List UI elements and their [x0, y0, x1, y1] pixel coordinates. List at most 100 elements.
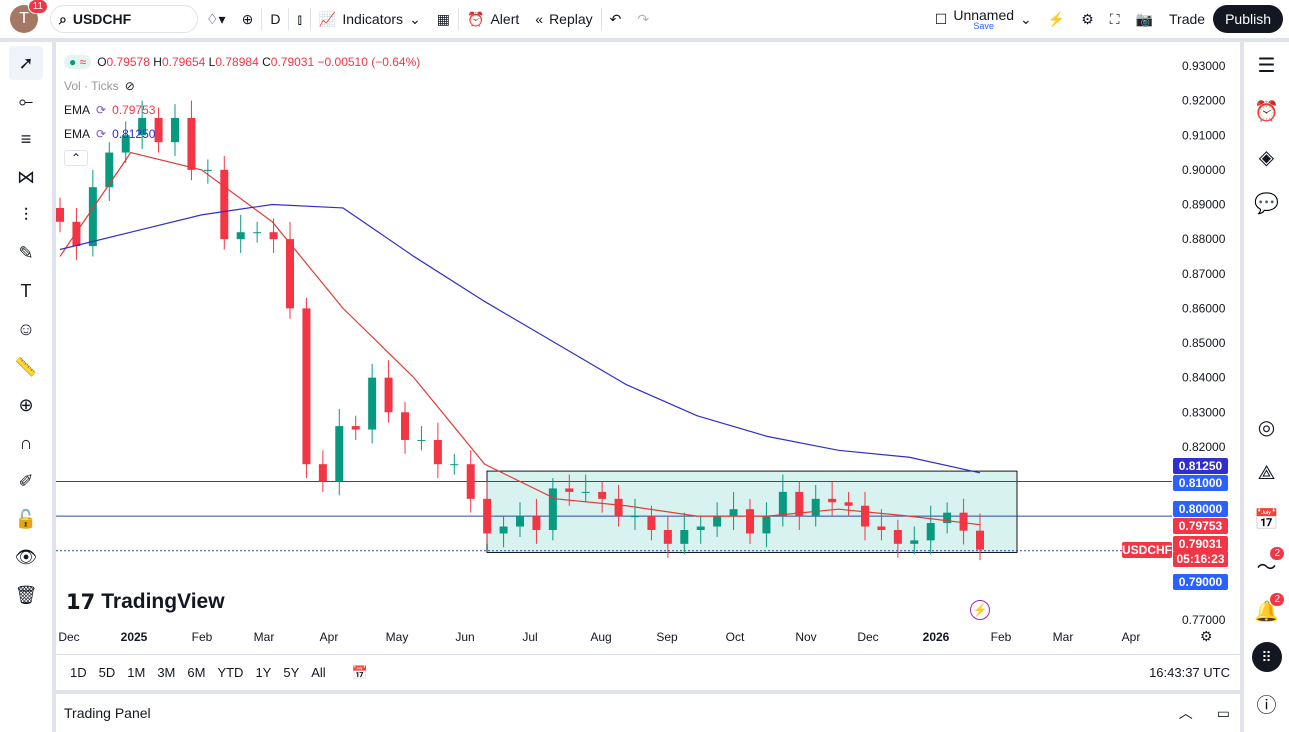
time-tick: Apr [1122, 630, 1141, 644]
calendar-range-icon[interactable]: 📅 [351, 664, 368, 680]
target-icon[interactable]: ◎ [1257, 416, 1276, 439]
fullscreen-button[interactable]: ⛶ [1102, 0, 1128, 38]
magnet-tool[interactable]: ∩ [19, 432, 33, 453]
lock-drawing-tool[interactable]: ✐ [18, 470, 34, 491]
chart-type-button[interactable]: ⫾ [289, 0, 309, 38]
fib-tool[interactable]: ≡ [20, 128, 32, 149]
range-1y[interactable]: 1Y [255, 665, 272, 680]
lock-icon[interactable]: 🔓 [14, 508, 38, 529]
undo-button[interactable]: ↶ [602, 0, 630, 38]
symbol-search[interactable]: ⌕ USDCHF [50, 5, 198, 33]
notifications-bell-icon[interactable]: 🔔 2 [1244, 588, 1289, 634]
add-symbol-button[interactable]: ⊕ [234, 0, 262, 38]
pattern-icon[interactable]: ⟁ [1257, 461, 1276, 484]
range-1m[interactable]: 1M [127, 665, 146, 680]
lightning-event-icon[interactable]: ⚡ [970, 600, 990, 620]
clock[interactable]: 16:43:37 UTC [1149, 665, 1230, 680]
chevron-up-icon[interactable]: ︿ [1178, 705, 1193, 721]
hidden-eye-icon[interactable]: ⊘ [124, 79, 135, 93]
publish-button[interactable]: Publish [1213, 5, 1283, 33]
range-6m[interactable]: 6M [187, 665, 206, 680]
indicators-button[interactable]: 📈 Indicators ⌄ [318, 10, 421, 28]
time-tick: Feb [192, 630, 213, 644]
ema-slow-value: 0.81250 [112, 127, 156, 141]
axis-settings-icon[interactable]: ⚙ [1200, 628, 1213, 644]
emoji-tool[interactable]: ☺ [16, 318, 36, 339]
time-tick: Apr [320, 630, 339, 644]
trading-panel[interactable]: Trading Panel ︿ ▭ [56, 694, 1240, 732]
avatar[interactable]: T 11 [10, 0, 48, 33]
tradingview-logo: 𝟭𝟳 TradingView [66, 590, 225, 614]
layers-icon[interactable]: ◈ [1258, 146, 1275, 169]
eye-icon[interactable]: 👁 [14, 546, 38, 567]
quick-search-button[interactable]: ⚡ [1040, 0, 1073, 38]
candle [778, 491, 787, 517]
diamond-icon: ♢▾ [206, 10, 226, 27]
price-tick: 0.89000 [1182, 198, 1226, 212]
ema-slow-label[interactable]: EMA [64, 127, 91, 141]
price-chart[interactable]: 0.93000 0.92000 0.91000 0.90000 0.89000 0.880… [56, 42, 1240, 654]
alarm-clock-icon[interactable]: ⏰ [1254, 100, 1279, 123]
cursor-tool[interactable]: ➚ [9, 46, 43, 80]
time-tick: Oct [726, 630, 745, 644]
forecast-tool[interactable]: ⫶ [23, 204, 29, 225]
brush-tool[interactable]: ✎ [18, 242, 34, 263]
replay-button[interactable]: «Replay [535, 11, 593, 27]
range-all[interactable]: All [311, 665, 326, 680]
apps-grid-icon[interactable]: ⠿ [1244, 634, 1289, 680]
zoom-in-tool[interactable]: ⊕ [18, 394, 34, 415]
candle [203, 169, 212, 171]
ruler-tool[interactable]: 📏 [14, 356, 38, 377]
ema-fast-label[interactable]: EMA [64, 103, 91, 117]
templates-button[interactable]: ▦ [429, 0, 458, 38]
trash-icon[interactable]: 🗑 [14, 584, 38, 605]
maximize-icon[interactable]: ▭ [1216, 704, 1230, 721]
trend-line-tool[interactable]: ⟜ [18, 90, 34, 111]
price-tick: 0.83000 [1182, 405, 1226, 419]
time-tick: Jun [455, 630, 474, 644]
candle [663, 529, 672, 544]
chevron-down-icon: ⌄ [1020, 10, 1032, 27]
candle [351, 426, 360, 430]
interval-button[interactable]: D [270, 11, 281, 27]
trade-button[interactable]: Trade [1169, 11, 1206, 27]
ema-slow-line [59, 203, 981, 474]
candle [269, 232, 278, 240]
help-icon[interactable]: ⓘ [1256, 694, 1277, 717]
collapse-legend-button[interactable]: ⌃ [64, 150, 89, 166]
settings-button[interactable]: ⚙ [1073, 0, 1102, 38]
price-tag: 0.79753 [1173, 518, 1228, 534]
compare-button[interactable]: ♢▾ [198, 0, 234, 38]
candle [893, 529, 902, 544]
ideas-stream-icon[interactable]: 〜 2 [1244, 542, 1289, 588]
pattern-tool[interactable]: ⋈ [17, 166, 35, 187]
candle [401, 412, 409, 440]
range-3m[interactable]: 3M [157, 665, 176, 680]
chat-icon[interactable]: 💬 [1254, 192, 1279, 215]
candle [959, 512, 968, 531]
price-tick: 0.84000 [1182, 371, 1226, 385]
range-1d[interactable]: 1D [70, 665, 87, 680]
candle [532, 516, 541, 530]
candle [171, 117, 179, 143]
text-tool[interactable]: T [20, 280, 32, 301]
range-5d[interactable]: 5D [98, 665, 116, 680]
gear-icon: ⚙ [1081, 10, 1094, 27]
candle [565, 488, 574, 492]
refresh-icon: ⟳ [96, 127, 107, 141]
candle [795, 491, 804, 517]
volume-indicator[interactable]: Vol · Ticks [64, 79, 119, 93]
alert-button[interactable]: ⏰ Alert [467, 10, 520, 28]
snapshot-button[interactable]: 📷 [1128, 0, 1161, 38]
range-ytd[interactable]: YTD [217, 665, 244, 680]
watchlist-icon[interactable]: ☰ [1257, 54, 1276, 77]
right-sidebar: ☰ ⏰ ◈ 💬 ◎ ⟁ 📅 〜 2 🔔 2 ⠿ ⓘ [1244, 42, 1289, 732]
candle [696, 526, 705, 530]
time-tick: May [386, 630, 409, 644]
chart-pane[interactable]: 0.93000 0.92000 0.91000 0.90000 0.89000 0.880… [56, 42, 1240, 690]
time-tick: Mar [254, 630, 275, 644]
range-5y[interactable]: 5Y [283, 665, 300, 680]
layout-button[interactable]: ☐ Unnamed Save ⌄ [934, 6, 1032, 31]
calendar-icon[interactable]: 📅 [1254, 508, 1279, 531]
redo-button[interactable]: ↷ [629, 0, 657, 38]
